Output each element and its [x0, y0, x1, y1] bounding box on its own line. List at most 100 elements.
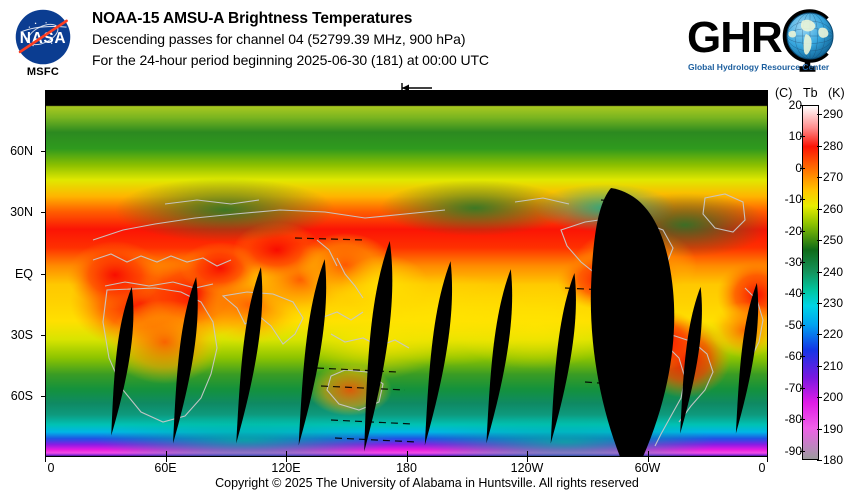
lon-tick-top: [767, 451, 768, 457]
lon-tick-top: [286, 451, 287, 457]
colorbar-kelvin-tick: [817, 302, 822, 304]
lon-tick-label: 0: [47, 461, 55, 475]
lon-tick-top: [647, 451, 649, 457]
lat-tick-label: 30N: [10, 205, 33, 220]
lat-tick: [41, 273, 46, 275]
lon-tick-top: [406, 451, 408, 457]
colorbar-celsius-tick: [800, 387, 805, 389]
lon-tick: [647, 457, 649, 462]
ghrc-tagline: Global Hydrology Resource Center: [688, 62, 830, 72]
svg-text:NASA: NASA: [20, 30, 66, 47]
colorbar-kelvin-label: 250: [823, 233, 844, 248]
colorbar-gradient: [802, 105, 819, 460]
colorbar-celsius-tick: [800, 262, 805, 264]
colorbar-celsius-tick: [800, 230, 805, 232]
lon-tick-label: 120W: [510, 461, 544, 475]
colorbar-kelvin-label: 190: [823, 421, 844, 436]
colorbar-kelvin-tick: [817, 177, 822, 179]
colorbar-celsius-tick: [800, 199, 805, 201]
colorbar-celsius-label: -40: [784, 286, 802, 301]
colorbar-kelvin-tick: [817, 428, 822, 430]
ghrc-logo-icon: GHR Global Hydrology Resource Center: [687, 9, 834, 72]
colorbar-unit-kelvin: (K): [828, 86, 845, 100]
colorbar-celsius-label: -10: [784, 192, 802, 207]
colorbar-celsius-label: -80: [784, 412, 802, 427]
lon-tick: [45, 457, 46, 462]
lat-tick: [41, 151, 46, 153]
swath-gap-wedges: [103, 188, 766, 457]
lon-tick-top: [165, 451, 167, 457]
colorbar-celsius-label: -70: [784, 380, 802, 395]
lon-tick: [406, 457, 408, 462]
svg-text:GHR: GHR: [687, 13, 782, 62]
nasa-logo-icon: NASA: [15, 9, 71, 65]
ghrc-tagline-text: Global Hydrology Resource Center: [0, 0, 1, 1]
colorbar-kelvin-label: 290: [823, 107, 844, 122]
lon-tick-label: 60E: [154, 461, 177, 475]
lat-tick: [41, 334, 46, 336]
colorbar-celsius-label: 10: [788, 129, 802, 144]
lat-tick-label: 30S: [10, 327, 33, 342]
nasa-center-label: MSFC: [26, 66, 60, 78]
colorbar-kelvin-tick: [817, 114, 822, 116]
colorbar-kelvin-label: 280: [823, 138, 844, 153]
lat-tick-label: 60N: [10, 144, 33, 159]
lat-tick: [41, 212, 46, 214]
colorbar-kelvin-label: 260: [823, 201, 844, 216]
copyright-notice: Copyright © 2025 The University of Alaba…: [215, 476, 639, 490]
lon-tick: [527, 457, 528, 462]
colorbar-unit-celsius: (C): [775, 86, 793, 100]
colorbar-kelvin-label: 210: [823, 358, 844, 373]
ghrc-logo-text: GHRC: [0, 0, 1, 1]
colorbar-kelvin-tick: [817, 271, 822, 273]
colorbar-variable: Tb: [803, 86, 818, 100]
brightness-temperature-heatmap: [45, 90, 768, 457]
colorbar-kelvin-tick: [817, 365, 822, 367]
colorbar-kelvin-tick: [817, 334, 822, 336]
lon-tick-label: 0: [758, 461, 766, 475]
colorbar-kelvin-label: 230: [823, 295, 844, 310]
colorbar-celsius-label: -30: [784, 255, 802, 270]
colorbar-celsius-tick: [800, 167, 805, 169]
colorbar-celsius-label: 20: [788, 98, 802, 112]
colorbar-kelvin-label: 240: [823, 264, 844, 279]
lon-tick: [767, 457, 768, 462]
page-title: NOAA-15 AMSU-A Brightness Temperatures: [92, 10, 413, 27]
colorbar-kelvin-label: 220: [823, 327, 844, 342]
subtitle-channel: Descending passes for channel 04 (52799.…: [92, 31, 466, 47]
colorbar-celsius-label: -20: [784, 223, 802, 238]
title-block: NOAA-15 AMSU-A Brightness Temperatures D…: [92, 8, 692, 71]
colorbar-kelvin-tick: [817, 460, 822, 461]
colorbar-kelvin-label: 270: [823, 170, 844, 185]
colorbar-celsius-tick: [800, 293, 805, 295]
longitude-axis: 0 60E 120E 180 120W 60W 0: [45, 451, 768, 479]
colorbar-kelvin-tick: [817, 208, 822, 210]
lon-tick-top: [527, 451, 528, 457]
subtitle-period: For the 24-hour period beginning 2025-06…: [92, 52, 489, 68]
lon-tick-label: 120E: [271, 461, 301, 475]
lon-tick-label: 180: [396, 461, 417, 475]
lon-tick: [165, 457, 167, 462]
colorbar-kelvin-label: 180: [823, 453, 844, 467]
map-plot-area[interactable]: [45, 90, 768, 457]
colorbar-celsius-tick: [800, 419, 805, 421]
lat-tick: [41, 395, 46, 397]
lat-tick-label: EQ: [14, 266, 33, 281]
lon-tick-top: [45, 451, 46, 457]
latitude-axis: 60N 30N EQ 30S 60S: [0, 90, 46, 457]
colorbar-kelvin-tick: [817, 240, 822, 242]
colorbar-celsius-label: -60: [784, 349, 802, 364]
colorbar[interactable]: (C) Tb (K) 20 10 0 -10 -20 -30 -40 -50 -60 -70 -80…: [775, 86, 854, 467]
lon-tick: [286, 457, 287, 462]
colorbar-kelvin-tick: [817, 397, 822, 399]
colorbar-celsius-tick: [800, 450, 805, 452]
colorbar-kelvin-label: 200: [823, 390, 844, 405]
colorbar-kelvin-tick: [817, 145, 822, 147]
colorbar-celsius-label: -50: [784, 317, 802, 332]
colorbar-celsius-label: 0: [795, 160, 802, 175]
colorbar-celsius-tick: [800, 324, 805, 326]
swath-start-arrow-marker: [400, 80, 434, 93]
lat-tick-label: 60S: [10, 388, 33, 403]
colorbar-celsius-label: -90: [784, 443, 802, 458]
